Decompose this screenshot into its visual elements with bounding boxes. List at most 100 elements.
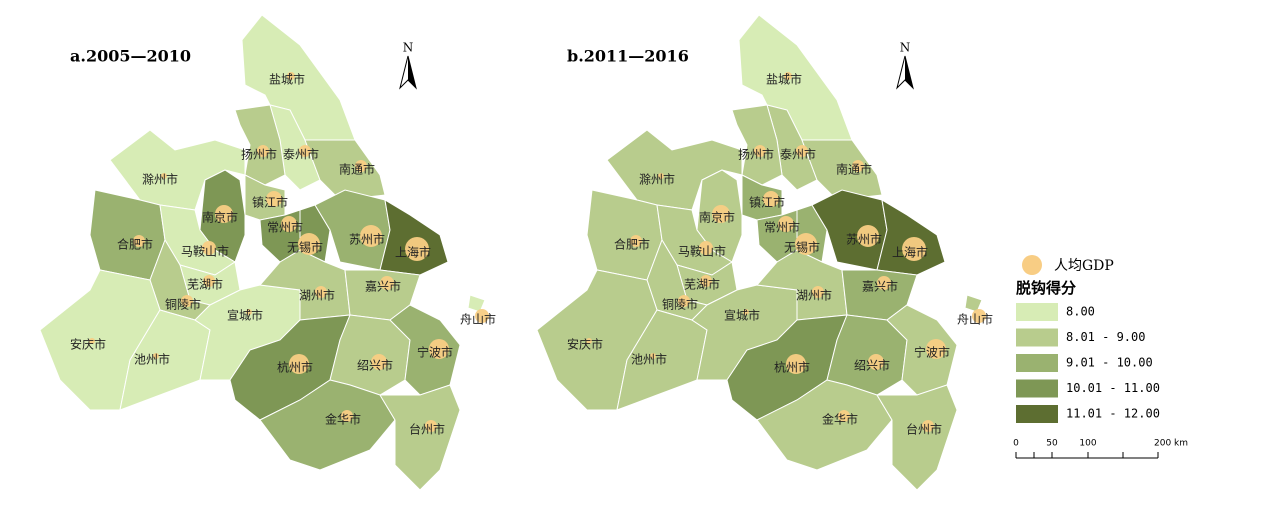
- gdp-marker: [712, 205, 730, 223]
- city-label: 池州市: [631, 352, 667, 367]
- city-label: 合肥市: [117, 237, 153, 252]
- gdp-marker: [852, 160, 864, 172]
- legend-swatch: [1016, 405, 1058, 423]
- city-label: 泰州市: [283, 147, 319, 162]
- gdp-marker: [202, 241, 216, 255]
- legend-label: 8.01 - 9.00: [1066, 330, 1145, 344]
- city-label: 常州市: [267, 220, 303, 235]
- legend-swatch: [1016, 303, 1058, 321]
- city-region: [876, 384, 958, 491]
- city-label: 舟山市: [957, 312, 993, 327]
- gdp-marker: [405, 237, 429, 261]
- city-label: 芜湖市: [187, 277, 223, 292]
- city-region: [801, 139, 883, 201]
- city-label: 南京市: [202, 210, 238, 225]
- legend-swatch: [1016, 379, 1058, 398]
- city-label: 扬州市: [241, 147, 277, 162]
- city-label: 嘉兴市: [862, 279, 898, 294]
- city-label: 铜陵市: [662, 297, 698, 312]
- city-label: 池州市: [134, 352, 170, 367]
- north-label: N: [900, 41, 911, 55]
- gdp-marker: [877, 276, 891, 290]
- city-label: 杭州市: [277, 360, 313, 375]
- gdp-marker: [699, 241, 713, 255]
- gdp-marker: [380, 276, 394, 290]
- gdp-marker: [778, 216, 794, 232]
- city-label: 无锡市: [784, 240, 820, 255]
- gdp-marker: [89, 338, 95, 344]
- city-label: 金华市: [325, 412, 361, 427]
- city-label: 台州市: [409, 422, 445, 437]
- city-label: 上海市: [892, 245, 928, 260]
- city-label: 湖州市: [796, 288, 832, 303]
- gdp-marker: [371, 354, 387, 370]
- city-region: [304, 139, 386, 201]
- gdp-marker: [246, 309, 252, 315]
- city-label: 宣城市: [724, 308, 760, 323]
- city-label: 宣城市: [227, 308, 263, 323]
- gdp-marker: [181, 295, 193, 307]
- legend-gdp-label: 人均GDP: [1054, 258, 1114, 274]
- gdp-marker: [838, 410, 850, 422]
- gdp-marker: [796, 145, 808, 157]
- gdp-marker: [298, 233, 320, 255]
- city-label: 安庆市: [567, 337, 603, 352]
- city-label: 绍兴市: [357, 358, 393, 373]
- gdp-marker: [360, 225, 382, 247]
- city-label: 镇江市: [749, 195, 785, 210]
- gdp-marker: [429, 339, 449, 359]
- city-label: 南通市: [836, 162, 872, 177]
- gdp-marker: [812, 286, 824, 298]
- gdp-marker: [315, 286, 327, 298]
- city-label: 滁州市: [142, 172, 178, 187]
- panel-title: b.2011—2016: [567, 47, 689, 66]
- city-label: 金华市: [822, 412, 858, 427]
- city-region: [89, 189, 166, 281]
- city-label: 扬州市: [738, 147, 774, 162]
- gdp-marker: [630, 235, 642, 247]
- city-label: 芜湖市: [684, 277, 720, 292]
- gdp-marker: [425, 420, 437, 432]
- scale-label: 0: [1013, 439, 1019, 449]
- north-label: N: [403, 41, 414, 55]
- gdp-marker: [857, 225, 879, 247]
- city-label: 马鞍山市: [181, 244, 229, 259]
- city-label: 无锡市: [287, 240, 323, 255]
- gdp-marker: [281, 216, 297, 232]
- gdp-marker: [700, 275, 712, 287]
- gdp-marker: [266, 191, 282, 207]
- gdp-marker: [586, 338, 592, 344]
- gdp-marker: [868, 354, 884, 370]
- gdp-marker: [678, 295, 690, 307]
- legend-swatch: [1016, 328, 1058, 347]
- gdp-marker: [922, 420, 934, 432]
- gdp-marker: [650, 353, 656, 359]
- scale-label: 50: [1046, 439, 1058, 449]
- city-label: 泰州市: [780, 147, 816, 162]
- gdp-marker: [926, 339, 946, 359]
- panel-title: a.2005—2010: [70, 47, 191, 66]
- gdp-marker: [257, 145, 269, 157]
- scale-label: 200 km: [1154, 439, 1188, 449]
- legend-title: 脱钩得分: [1016, 279, 1076, 297]
- city-label: 上海市: [395, 245, 431, 260]
- gdp-marker: [902, 237, 926, 261]
- gdp-marker: [355, 160, 367, 172]
- gdp-marker: [784, 72, 792, 80]
- city-label: 湖州市: [299, 288, 335, 303]
- city-label: 南京市: [699, 210, 735, 225]
- gdp-marker: [972, 309, 986, 323]
- city-label: 宁波市: [914, 345, 950, 360]
- gdp-marker: [763, 191, 779, 207]
- city-label: 合肥市: [614, 237, 650, 252]
- city-region: [379, 384, 461, 491]
- city-label: 舟山市: [460, 312, 496, 327]
- gdp-marker: [795, 233, 817, 255]
- scale-label: 100: [1079, 439, 1096, 449]
- gdp-marker: [215, 205, 233, 223]
- gdp-marker: [153, 353, 159, 359]
- gdp-marker: [289, 354, 309, 374]
- gdp-marker: [287, 72, 295, 80]
